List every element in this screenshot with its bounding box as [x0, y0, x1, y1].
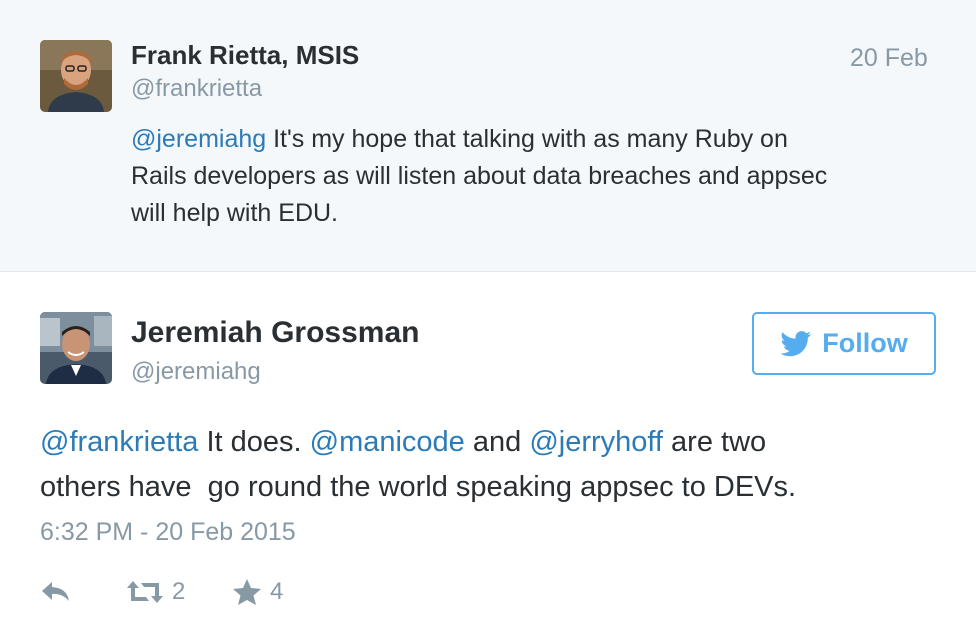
mention-link[interactable]: @jerryhoff: [529, 426, 663, 458]
tweet-text: @frankrietta It does. @manicode and @jer…: [40, 420, 940, 510]
main-tweet: Jeremiah Grossman @jeremiahg Follow @fra…: [0, 272, 976, 640]
star-icon: [233, 579, 261, 605]
reply-icon: [42, 582, 69, 601]
mention-link[interactable]: @manicode: [309, 426, 465, 458]
tweet-text-segment: It's my hope that talking with as many R…: [266, 125, 788, 153]
parent-tweet: Frank Rietta, MSIS @frankrietta 20 Feb @…: [0, 0, 976, 272]
tweet-text-segment: and: [464, 426, 530, 458]
favorite-button[interactable]: 4: [232, 578, 283, 606]
reply-button[interactable]: [40, 580, 104, 604]
tweet-text-line-3: will help with EDU.: [131, 199, 339, 227]
tweet-text-segment: It does.: [198, 426, 310, 458]
tweet-text-line-1: @frankrietta It does. @manicode and @jer…: [40, 420, 940, 465]
tweet-text-line-1: @jeremiahg It's my hope that talking wit…: [131, 121, 951, 158]
avatar-frank-image: [40, 40, 112, 112]
retweet-button[interactable]: 2: [126, 578, 226, 606]
avatar-jeremiah-grossman[interactable]: [40, 312, 112, 384]
tweet-text: @jeremiahg It's my hope that talking wit…: [131, 121, 951, 232]
author-name[interactable]: Jeremiah Grossman: [131, 316, 420, 349]
author-name[interactable]: Frank Rietta, MSIS: [131, 40, 360, 70]
twitter-bird-icon: [780, 330, 812, 356]
mention-link[interactable]: @jeremiahg: [131, 125, 267, 153]
follow-button[interactable]: Follow: [752, 312, 936, 375]
retweet-icon: [127, 581, 163, 603]
tweet-text-line-2: others have go round the world speaking …: [40, 471, 797, 503]
tweet-text-segment: are two: [662, 426, 767, 458]
author-handle[interactable]: @frankrietta: [131, 75, 263, 102]
tweet-timestamp[interactable]: 6:32 PM - 20 Feb 2015: [40, 518, 296, 546]
author-handle[interactable]: @jeremiahg: [131, 358, 261, 385]
tweet-date[interactable]: 20 Feb: [850, 44, 928, 72]
mention-link[interactable]: @frankrietta: [40, 426, 199, 458]
tweet-actions: 2 4: [40, 572, 283, 612]
retweet-count: 2: [172, 578, 186, 605]
favorite-count: 4: [270, 578, 284, 605]
follow-button-label: Follow: [822, 328, 908, 358]
tweet-text-line-2: Rails developers as will listen about da…: [131, 162, 828, 190]
avatar-jeremiah-image: [40, 312, 112, 384]
avatar-frank-rietta[interactable]: [40, 40, 112, 112]
